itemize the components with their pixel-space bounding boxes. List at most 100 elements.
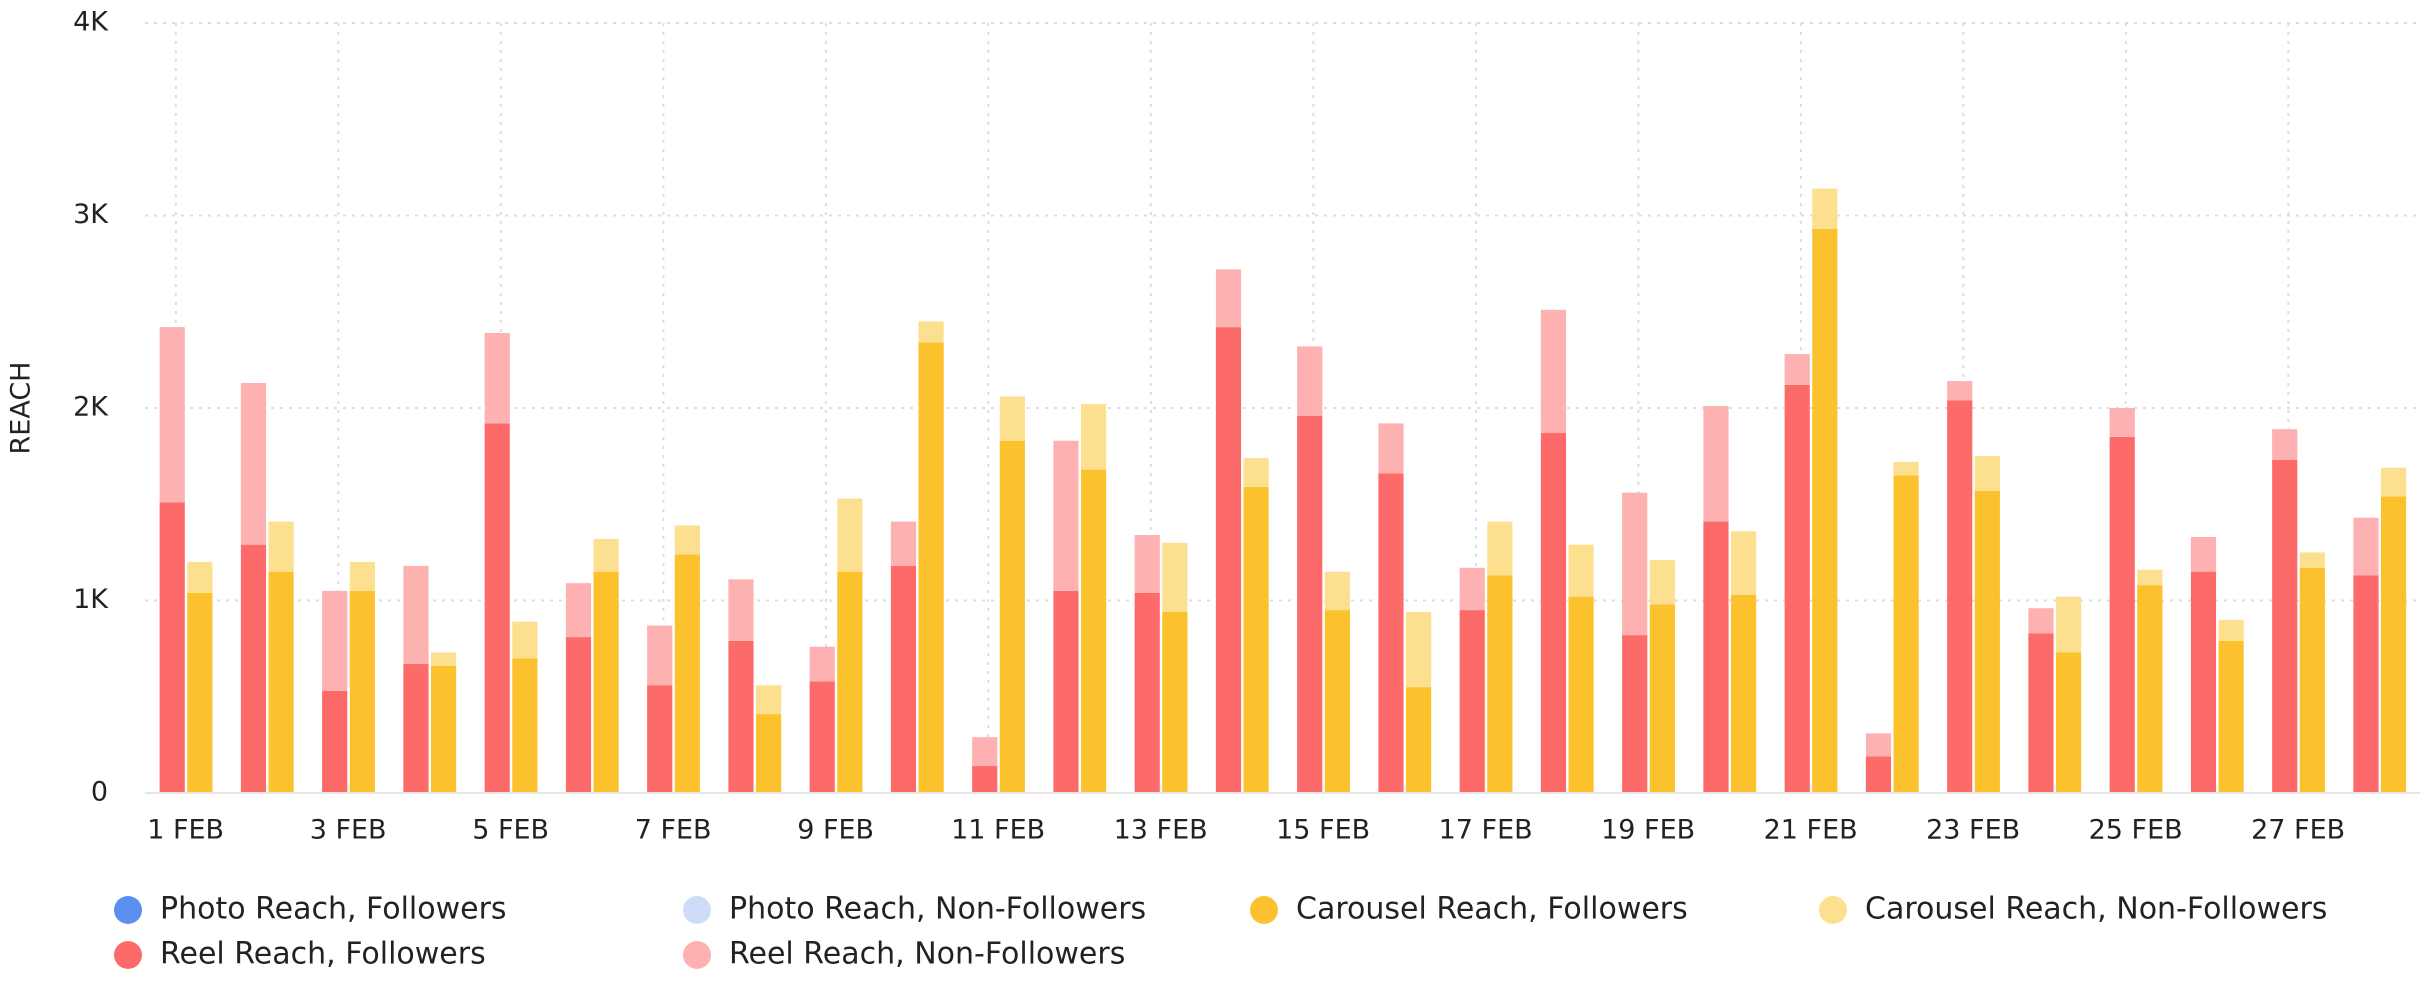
bar-segment — [2028, 633, 2054, 793]
bar-segment — [728, 579, 754, 641]
x-tick-label: 3 FEB — [310, 815, 387, 846]
bar-segment — [647, 625, 673, 686]
x-tick-label: 23 FEB — [1926, 815, 2020, 846]
bar-segment — [1134, 535, 1160, 593]
bar-segment — [2299, 567, 2325, 793]
legend-marker — [683, 941, 711, 969]
x-tick-label: 1 FEB — [147, 815, 224, 846]
bar-segment — [403, 565, 429, 665]
bar-segment — [187, 562, 213, 593]
bar-segment — [1703, 406, 1729, 522]
bar-segment — [240, 544, 267, 793]
x-tick-label: 5 FEB — [472, 815, 549, 846]
bar-segment — [2137, 569, 2163, 586]
bar-segment — [322, 690, 348, 793]
bar-segment — [349, 562, 375, 591]
bar-segment — [918, 342, 944, 793]
legend-label: Photo Reach, Non-Followers — [729, 892, 1146, 927]
legend-marker — [683, 896, 711, 924]
bar-segment — [1162, 542, 1188, 613]
bar-segment — [1731, 531, 1757, 595]
bar-segment — [1297, 346, 1323, 416]
bar-segment — [1134, 592, 1160, 793]
bar-segment — [1865, 756, 1892, 793]
x-tick-label: 19 FEB — [1601, 815, 1695, 846]
bar-segment — [1081, 469, 1107, 793]
legend-label: Reel Reach, Followers — [160, 937, 486, 972]
x-tick-label: 17 FEB — [1439, 815, 1533, 846]
y-tick-label: 2K — [73, 392, 109, 423]
bar-segment — [2381, 496, 2407, 793]
bar-segment — [1324, 571, 1350, 611]
bar-segment — [1622, 635, 1648, 793]
bar-segment — [431, 652, 457, 666]
legend-marker — [1819, 896, 1847, 924]
bar-segment — [1974, 490, 2000, 793]
bar-segment — [1731, 594, 1757, 793]
bar-segment — [1406, 612, 1432, 688]
bar-segment — [1378, 473, 1404, 793]
bar-segment — [837, 571, 863, 793]
bar-segment — [322, 590, 348, 691]
bar-segment — [972, 737, 998, 767]
legend-label: Carousel Reach, Followers — [1296, 892, 1688, 927]
bar-segment — [2353, 517, 2379, 576]
bar-segment — [1215, 269, 1242, 328]
bar-segment — [484, 423, 510, 793]
bar-segment — [1215, 327, 1242, 793]
bar-segment — [1784, 384, 1810, 793]
bar-segment — [1893, 461, 1919, 476]
bar-segment — [2218, 619, 2244, 641]
bar-segment — [1487, 575, 1513, 793]
bar-segment — [2028, 608, 2054, 634]
bar-segment — [1540, 433, 1567, 793]
bar-segment — [268, 521, 294, 572]
bar-segment — [2137, 585, 2163, 793]
bar-segment — [2218, 640, 2244, 793]
bar-segment — [2190, 571, 2217, 793]
bar-segment — [1162, 612, 1188, 793]
bar-segment — [809, 681, 835, 793]
x-tick-label: 9 FEB — [797, 815, 874, 846]
bar-segment — [2353, 575, 2379, 793]
bar-segment — [756, 714, 782, 793]
bar-segment — [349, 590, 375, 793]
bar-segment — [2109, 408, 2135, 437]
bar-segment — [565, 583, 592, 638]
bar-segment — [2190, 536, 2217, 572]
y-tick-label: 1K — [73, 584, 109, 615]
legend-marker — [114, 941, 142, 969]
bar-segment — [1812, 228, 1838, 794]
bar-segment — [1947, 400, 1973, 793]
bar-segment — [1893, 475, 1919, 793]
bar-segment — [837, 498, 863, 572]
bar-segment — [2299, 552, 2325, 568]
bar-segment — [728, 640, 754, 793]
bar-segment — [1540, 309, 1567, 434]
bar-segment — [1406, 687, 1432, 793]
y-tick-label: 4K — [73, 7, 109, 38]
bar-segment — [159, 327, 185, 503]
bar-segment — [1487, 521, 1513, 576]
bar-segment — [565, 637, 592, 793]
legend-label: Reel Reach, Non-Followers — [729, 937, 1125, 972]
bar-segment — [431, 665, 457, 793]
legend-marker — [114, 896, 142, 924]
bar-segment — [187, 592, 213, 793]
bar-segment — [972, 766, 998, 793]
bar-segment — [1622, 492, 1648, 636]
bar-segment — [809, 646, 835, 682]
bar-segment — [512, 621, 538, 659]
bar-segment — [1243, 458, 1269, 487]
bar-segment — [1649, 560, 1675, 605]
bar-segment — [1784, 354, 1810, 385]
bar-segment — [159, 502, 185, 793]
x-tick-label: 15 FEB — [1276, 815, 1370, 846]
bar-segment — [1053, 440, 1079, 591]
bar-segment — [918, 321, 944, 343]
bar-segment — [890, 521, 917, 566]
bar-segment — [2056, 596, 2082, 653]
y-tick-label: 0 — [91, 777, 108, 808]
bar-segment — [756, 685, 782, 715]
y-tick-label: 3K — [73, 199, 109, 230]
